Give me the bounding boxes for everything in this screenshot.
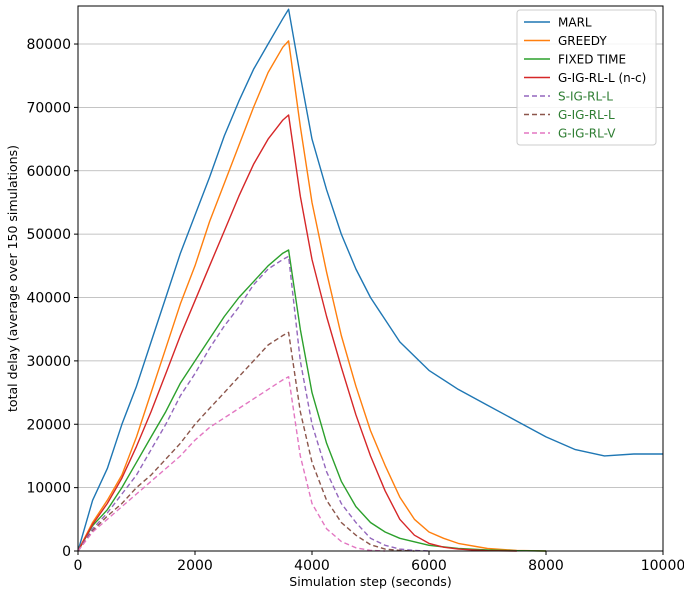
legend-label: G-IG-RL-V [558,127,616,141]
series-line [77,376,386,552]
y-tick-label: 10000 [26,481,71,497]
y-axis-ticks: 0 10000 20000 30000 40000 50000 60000 70000 8000… [26,37,78,560]
x-tick-label: 6000 [411,558,447,574]
legend-label: G-IG-RL-L (n-c) [558,71,646,85]
series-lines [77,8,663,552]
series-line [77,255,430,552]
x-axis-ticks: 0 2000 4000 6000 8000 10000 [74,551,684,574]
y-axis-label: total delay (average over 150 simulation… [5,145,20,412]
series-line [77,331,415,552]
legend-label: MARL [558,16,592,30]
x-tick-label: 8000 [528,558,564,574]
legend: MARL GREEDY FIXED TIME G-IG-RL-L (n-c) S-IG-… [516,9,657,146]
legend-label: GREEDY [558,34,607,48]
x-tick-label: 10000 [641,558,684,574]
y-tick-label: 80000 [26,37,71,53]
x-tick-label: 2000 [177,558,213,574]
legend-label: FIXED TIME [558,53,626,67]
x-tick-label: 0 [74,558,83,574]
y-tick-label: 70000 [26,100,71,116]
y-tick-label: 40000 [26,291,71,307]
x-axis-label: Simulation step (seconds) [289,574,451,589]
y-tick-label: 60000 [26,164,71,180]
legend-label: S-IG-RL-L [558,90,613,104]
x-tick-label: 4000 [294,558,330,574]
legend-label: G-IG-RL-L [558,108,615,122]
series-line [77,114,517,552]
series-line [77,249,547,552]
y-tick-label: 50000 [26,227,71,243]
series-line [77,40,547,552]
y-tick-label: 20000 [26,417,71,433]
series-line [77,8,663,552]
y-tick-label: 30000 [26,354,71,370]
plot-frame [77,5,664,552]
legend-box [516,9,657,146]
y-tick-label: 0 [62,544,71,560]
